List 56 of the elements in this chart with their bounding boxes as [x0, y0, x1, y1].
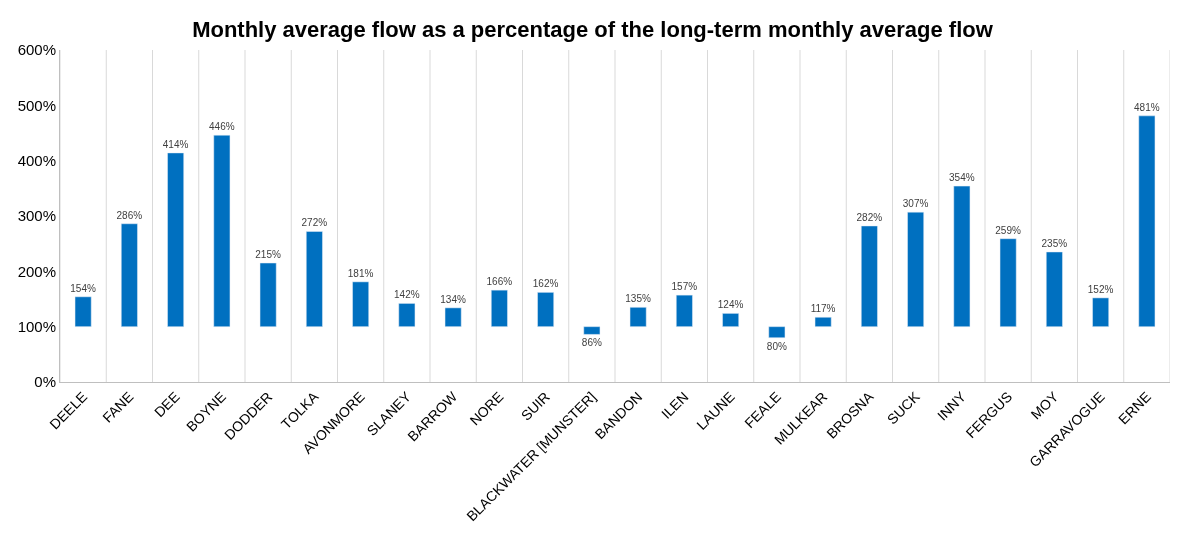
bar	[444, 307, 462, 327]
bar	[167, 152, 184, 327]
data-label: 414%	[162, 138, 189, 150]
data-label: 166%	[486, 276, 513, 288]
bar	[352, 281, 369, 327]
bar	[722, 313, 739, 327]
bar	[814, 317, 832, 327]
bar	[491, 289, 508, 327]
bar	[398, 303, 416, 327]
bar	[768, 326, 786, 338]
data-label: 162%	[532, 278, 559, 290]
y-tick-label: 400%	[17, 151, 56, 169]
bar	[537, 292, 554, 327]
data-label: 181%	[347, 267, 374, 279]
data-label: 142%	[394, 289, 420, 301]
data-label: 282%	[856, 211, 883, 223]
bar	[306, 231, 323, 327]
data-label: 259%	[995, 224, 1021, 236]
bar	[213, 134, 231, 327]
data-label: 134%	[440, 293, 466, 305]
bar	[953, 185, 971, 327]
bar	[74, 296, 92, 327]
data-label: 272%	[301, 217, 328, 229]
y-tick-label: 200%	[17, 262, 56, 280]
data-label: 286%	[116, 209, 143, 221]
y-tick-label: 0%	[34, 373, 56, 391]
data-label: 235%	[1041, 237, 1068, 249]
bar	[259, 262, 277, 327]
bar	[861, 225, 878, 327]
y-tick-label: 100%	[17, 317, 56, 335]
data-label: 117%	[810, 303, 836, 315]
y-tick-label: 500%	[17, 96, 56, 114]
bar	[583, 326, 601, 335]
bar	[1092, 297, 1109, 327]
bar	[1138, 115, 1156, 327]
y-tick-label: 600%	[17, 41, 56, 59]
data-label: 354%	[949, 172, 975, 184]
chart-title: Monthly average flow as a percentage of the long-term monthly average flow	[192, 16, 994, 42]
bar	[1046, 251, 1063, 327]
data-label: 215%	[255, 249, 281, 261]
bar	[676, 294, 693, 327]
data-label: 446%	[209, 121, 235, 133]
bar	[907, 211, 924, 327]
data-label: 307%	[902, 198, 929, 210]
data-label: 86%	[581, 337, 602, 349]
bar	[121, 223, 138, 327]
data-label: 135%	[625, 293, 651, 305]
bar	[629, 307, 647, 327]
data-label: 124%	[717, 299, 744, 311]
data-label: 80%	[766, 340, 787, 352]
data-label: 152%	[1087, 283, 1114, 295]
data-label: 154%	[70, 282, 96, 294]
bar	[999, 238, 1017, 327]
y-tick-label: 300%	[17, 207, 56, 225]
data-label: 481%	[1134, 101, 1160, 113]
data-label: 157%	[671, 281, 698, 293]
